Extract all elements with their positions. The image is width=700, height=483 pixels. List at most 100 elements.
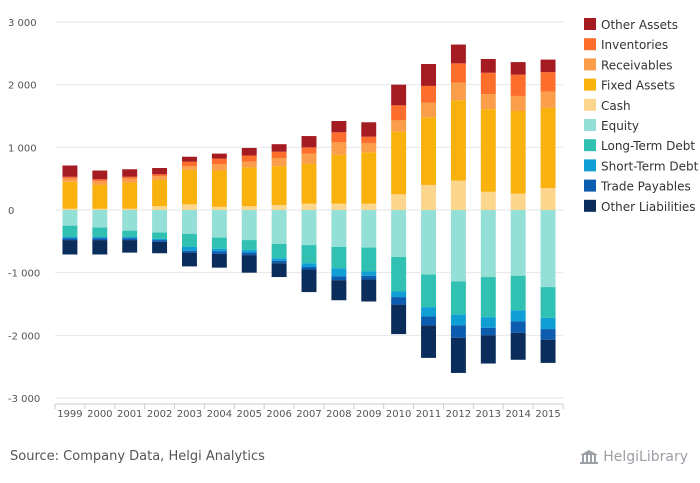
bar-short-term-debt	[271, 258, 287, 261]
bar-long-term-debt	[122, 230, 138, 237]
bar-other-assets	[450, 44, 466, 64]
bar-other-liabilities	[301, 269, 317, 293]
library-building-icon	[580, 450, 599, 464]
bar-long-term-debt	[271, 243, 287, 259]
x-tick-label: 2002	[147, 409, 172, 420]
legend-swatch	[584, 18, 596, 30]
bar-short-term-debt	[182, 246, 197, 251]
legend-label: Short-Term Debt	[601, 159, 699, 173]
bar-other-liabilities	[361, 279, 377, 302]
bar-short-term-debt	[92, 236, 108, 239]
bar-long-term-debt	[391, 257, 407, 292]
bar-long-term-debt	[301, 245, 317, 264]
x-tick-label: 2009	[356, 409, 381, 420]
bar-cash	[271, 204, 287, 210]
bar-receivables	[211, 164, 227, 171]
bar-equity	[182, 210, 197, 234]
bar-other-liabilities	[480, 335, 496, 364]
bar-fixed-assets	[510, 110, 526, 194]
bar-cash	[480, 191, 496, 210]
bar-other-assets	[62, 165, 78, 177]
bar-receivables	[331, 142, 347, 155]
bar-fixed-assets	[182, 169, 197, 205]
x-tick-label: 2015	[535, 409, 560, 420]
y-tick-label: -3 000	[8, 394, 40, 405]
bar-cash	[421, 184, 436, 210]
bars-layer	[62, 44, 556, 373]
x-tick-label: 2008	[326, 409, 351, 420]
bar-inventories	[241, 155, 257, 162]
bar-long-term-debt	[331, 246, 347, 269]
bar-other-assets	[331, 121, 347, 133]
bar-cash	[182, 204, 197, 210]
y-tick-label: 1 000	[8, 143, 37, 154]
bar-equity	[331, 210, 347, 247]
bar-fixed-assets	[480, 109, 496, 192]
bar-long-term-debt	[182, 233, 197, 247]
bar-equity	[301, 210, 317, 246]
bar-cash	[301, 203, 317, 210]
bar-equity	[152, 210, 168, 233]
legend-label: Fixed Assets	[601, 79, 675, 93]
bar-cash	[122, 208, 138, 210]
legend-label: Cash	[601, 99, 631, 113]
bar-cash	[510, 193, 526, 210]
legend-label: Other Assets	[601, 18, 678, 32]
bar-fixed-assets	[450, 100, 466, 181]
bar-fixed-assets	[122, 182, 138, 209]
bar-fixed-assets	[361, 152, 377, 204]
bar-equity	[92, 210, 108, 228]
bar-equity	[510, 210, 526, 276]
bar-cash	[211, 206, 227, 210]
bar-other-assets	[241, 147, 257, 156]
bar-long-term-debt	[450, 281, 466, 315]
bar-fixed-assets	[62, 181, 78, 209]
bar-trade-payables	[480, 327, 496, 336]
bar-other-liabilities	[391, 304, 407, 335]
legend-label: Equity	[601, 119, 639, 133]
y-tick-label: 3 000	[8, 18, 37, 29]
axis-layer: 3 000 2 000 1 000 0 -1 000 -2 000 -3 000 1999 20…	[8, 18, 564, 420]
bar-cash	[331, 203, 347, 210]
bar-inventories	[421, 85, 436, 103]
bar-receivables	[152, 176, 168, 180]
bar-other-assets	[152, 168, 168, 175]
bar-inventories	[391, 105, 407, 121]
x-tick-label: 2001	[117, 409, 142, 420]
bar-trade-payables	[241, 252, 257, 256]
bar-fixed-assets	[241, 167, 257, 207]
bar-other-assets	[301, 136, 317, 148]
bar-other-assets	[182, 156, 197, 162]
legend-swatch	[584, 159, 596, 172]
legend-label: Trade Payables	[600, 180, 691, 194]
bar-short-term-debt	[301, 263, 317, 268]
bar-cash	[152, 206, 168, 210]
bar-other-liabilities	[271, 263, 287, 278]
bar-trade-payables	[301, 267, 317, 270]
x-tick-label: 2012	[446, 409, 471, 420]
legend: Other Assets Inventories Receivables Fixed …	[584, 18, 699, 214]
bar-equity	[540, 210, 556, 288]
bar-short-term-debt	[241, 250, 257, 253]
x-tick-label: 2005	[237, 409, 262, 420]
bar-short-term-debt	[62, 236, 78, 239]
bar-long-term-debt	[241, 240, 257, 251]
bar-other-assets	[122, 169, 138, 177]
bar-short-term-debt	[540, 317, 556, 330]
bar-other-liabilities	[152, 241, 168, 254]
bar-long-term-debt	[480, 277, 496, 318]
bar-inventories	[301, 147, 317, 154]
bar-other-liabilities	[450, 337, 466, 373]
bar-cash	[450, 180, 466, 210]
legend-swatch	[584, 38, 596, 51]
bar-receivables	[421, 102, 436, 118]
bar-receivables	[510, 95, 526, 111]
bar-inventories	[62, 176, 78, 179]
brand-name: HelgiLibrary	[603, 449, 688, 465]
bar-short-term-debt	[122, 236, 138, 239]
bar-short-term-debt	[510, 310, 526, 322]
legend-swatch	[584, 58, 596, 71]
bar-receivables	[92, 181, 108, 185]
bar-other-assets	[480, 58, 496, 73]
legend-label: Inventories	[601, 38, 668, 52]
